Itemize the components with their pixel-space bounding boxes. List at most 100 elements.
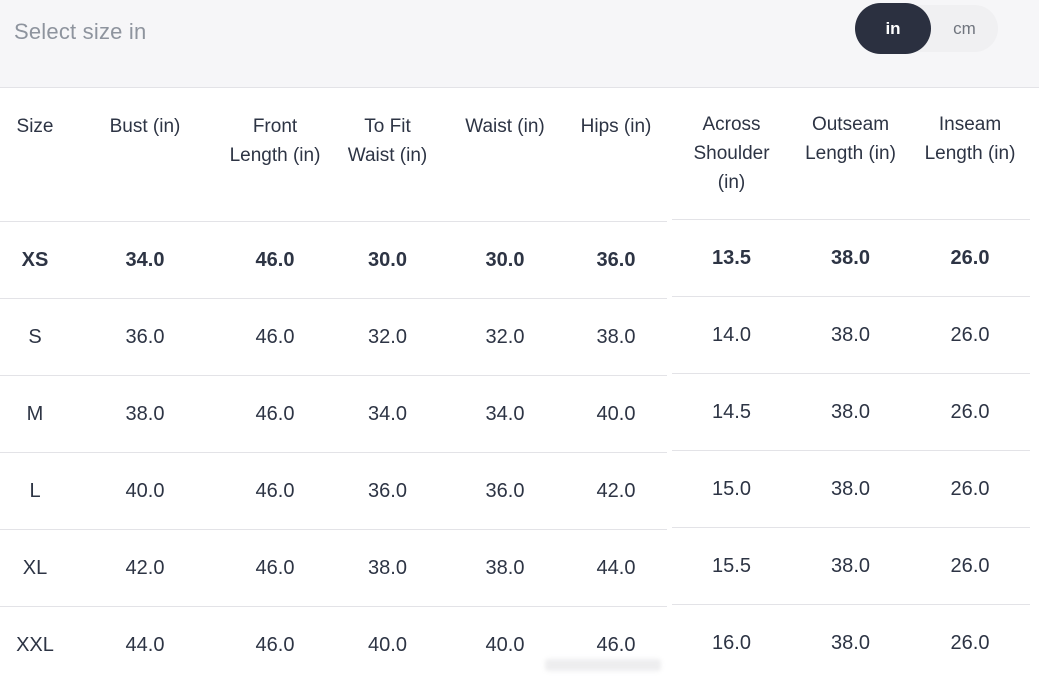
value-cell: 36.0 [596, 248, 636, 271]
header-line: Hips (in) [580, 116, 652, 137]
value-cell: 15.0 [712, 477, 751, 500]
header-line: Bust (in) [109, 116, 181, 137]
table-row: 15.5 38.0 26.0 [672, 528, 1030, 605]
table-row: 15.0 38.0 26.0 [672, 451, 1030, 528]
value-cell: 46.0 [255, 325, 295, 348]
unit-toggle: in cm [855, 3, 998, 54]
value-cell: 44.0 [125, 633, 165, 656]
table-row: XL 42.0 46.0 38.0 38.0 44.0 [0, 530, 667, 607]
size-cell: S [28, 325, 42, 348]
header-cell: Waist (in) [445, 112, 565, 221]
header-band: Select size in in cm [0, 0, 1039, 88]
table-body-right: 13.5 38.0 26.0 14.0 38.0 26.0 14.5 38.0 26.0 15.0… [672, 220, 1030, 676]
value-cell: 26.0 [950, 554, 990, 577]
header-line: (in) [717, 172, 746, 193]
unit-toggle-in-button[interactable]: in [855, 3, 931, 54]
table-row: L 40.0 46.0 36.0 36.0 42.0 [0, 453, 667, 530]
header-line: Waist (in) [465, 116, 545, 137]
header-line: To Fit [364, 116, 411, 137]
header-row-left: Size Bust (in) Front Length (in) To Fit Waist… [0, 89, 667, 222]
unit-toggle-cm-button[interactable]: cm [931, 5, 998, 52]
value-cell: 38.0 [831, 631, 870, 654]
header-cell: Hips (in) [565, 112, 667, 221]
value-cell: 38.0 [368, 556, 407, 579]
value-cell: 13.5 [712, 246, 751, 269]
value-cell: 40.0 [125, 479, 165, 502]
table-row: S 36.0 46.0 32.0 32.0 38.0 [0, 299, 667, 376]
value-cell: 38.0 [831, 554, 870, 577]
header-cell: Bust (in) [70, 112, 220, 221]
value-cell: 38.0 [485, 556, 525, 579]
value-cell: 14.5 [712, 400, 751, 423]
value-cell: 44.0 [596, 556, 636, 579]
header-cell: Across Shoulder (in) [672, 110, 791, 219]
header-line: Length (in) [924, 143, 1016, 164]
table-row: XXL 44.0 46.0 40.0 40.0 46.0 [0, 607, 667, 676]
value-cell: 38.0 [831, 477, 870, 500]
value-cell: 46.0 [255, 479, 295, 502]
header-cell: To Fit Waist (in) [330, 112, 445, 221]
size-table-left-section: Size Bust (in) Front Length (in) To Fit Waist… [0, 89, 667, 676]
table-row: XS 34.0 46.0 30.0 30.0 36.0 [0, 222, 667, 299]
value-cell: 40.0 [596, 402, 636, 425]
size-cell: XL [22, 556, 48, 579]
table-row: 16.0 38.0 26.0 [672, 605, 1030, 676]
header-line: Inseam [938, 114, 1002, 135]
value-cell: 26.0 [950, 400, 990, 423]
value-cell: 34.0 [485, 402, 525, 425]
table-row: 14.0 38.0 26.0 [672, 297, 1030, 374]
value-cell: 38.0 [831, 400, 870, 423]
value-cell: 34.0 [125, 248, 165, 271]
value-cell: 26.0 [950, 631, 990, 654]
header-line: Across [702, 114, 761, 135]
table-row: 14.5 38.0 26.0 [672, 374, 1030, 451]
header-line: Outseam [811, 114, 890, 135]
header-row-right: Across Shoulder (in) Outseam Length (in) Inse… [672, 87, 1030, 220]
value-cell: 36.0 [125, 325, 165, 348]
size-cell: M [26, 402, 44, 425]
value-cell: 30.0 [485, 248, 525, 271]
value-cell: 40.0 [368, 633, 407, 656]
header-line: Front [252, 116, 298, 137]
value-cell: 36.0 [485, 479, 525, 502]
value-cell: 38.0 [831, 246, 870, 269]
header-line: Length (in) [805, 143, 896, 164]
value-cell: 32.0 [485, 325, 525, 348]
value-cell: 16.0 [712, 631, 751, 654]
value-cell: 46.0 [255, 402, 295, 425]
size-table-right-section: Across Shoulder (in) Outseam Length (in) Inse… [672, 87, 1030, 676]
value-cell: 26.0 [950, 323, 990, 346]
header-cell: Inseam Length (in) [910, 110, 1030, 219]
value-cell: 14.0 [712, 323, 751, 346]
size-table: Size Bust (in) Front Length (in) To Fit Waist… [0, 89, 1030, 676]
value-cell: 46.0 [255, 633, 295, 656]
table-row: M 38.0 46.0 34.0 34.0 40.0 [0, 376, 667, 453]
panel-title: Select size in [14, 19, 147, 44]
value-cell: 38.0 [596, 325, 636, 348]
value-cell: 46.0 [596, 633, 636, 656]
value-cell: 36.0 [368, 479, 407, 502]
value-cell: 34.0 [368, 402, 407, 425]
header-line: Size [16, 116, 54, 137]
value-cell: 38.0 [831, 323, 870, 346]
table-body-left: XS 34.0 46.0 30.0 30.0 36.0 S 36.0 46.0 32.0 32.0 3… [0, 222, 667, 676]
value-cell: 42.0 [596, 479, 636, 502]
value-cell: 46.0 [255, 556, 295, 579]
table-row: 13.5 38.0 26.0 [672, 220, 1030, 297]
value-cell: 46.0 [255, 248, 295, 271]
faded-artifact [545, 659, 661, 671]
header-line: Waist (in) [347, 145, 428, 166]
header-cell: Outseam Length (in) [791, 110, 910, 219]
size-cell: L [29, 479, 41, 502]
size-cell: XXL [16, 633, 54, 656]
header-line: Shoulder [693, 143, 770, 164]
value-cell: 30.0 [368, 248, 407, 271]
header-line: Length (in) [229, 145, 321, 166]
value-cell: 32.0 [368, 325, 407, 348]
size-cell: XS [21, 248, 49, 271]
value-cell: 40.0 [485, 633, 525, 656]
value-cell: 26.0 [950, 477, 990, 500]
value-cell: 15.5 [712, 554, 751, 577]
value-cell: 42.0 [125, 556, 165, 579]
